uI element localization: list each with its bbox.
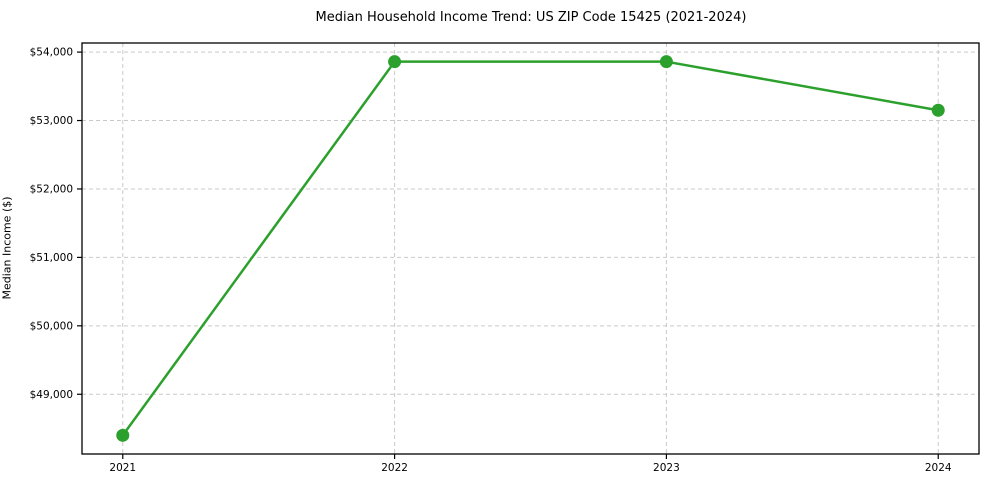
data-point-2023 [659, 55, 673, 69]
plot-border [81, 42, 980, 455]
chart-title: Median Household Income Trend: US ZIP Co… [315, 10, 747, 25]
y-tick-label: $52,000 [30, 183, 73, 195]
y-tick-label: $51,000 [30, 252, 73, 264]
data-point-2021 [116, 428, 130, 442]
data-point-2022 [388, 55, 402, 69]
y-tick-label: $54,000 [30, 47, 73, 59]
data-line [121, 60, 940, 437]
y-tick-label: $53,000 [30, 115, 73, 127]
y-tick-label: $49,000 [30, 389, 73, 401]
x-tick-label: 2023 [653, 462, 680, 474]
x-tick-label: 2024 [925, 462, 952, 474]
data-point-2024 [931, 103, 945, 117]
y-tick-label: $50,000 [30, 320, 73, 332]
x-tick-label: 2021 [109, 462, 136, 474]
x-tick-label: 2022 [381, 462, 408, 474]
